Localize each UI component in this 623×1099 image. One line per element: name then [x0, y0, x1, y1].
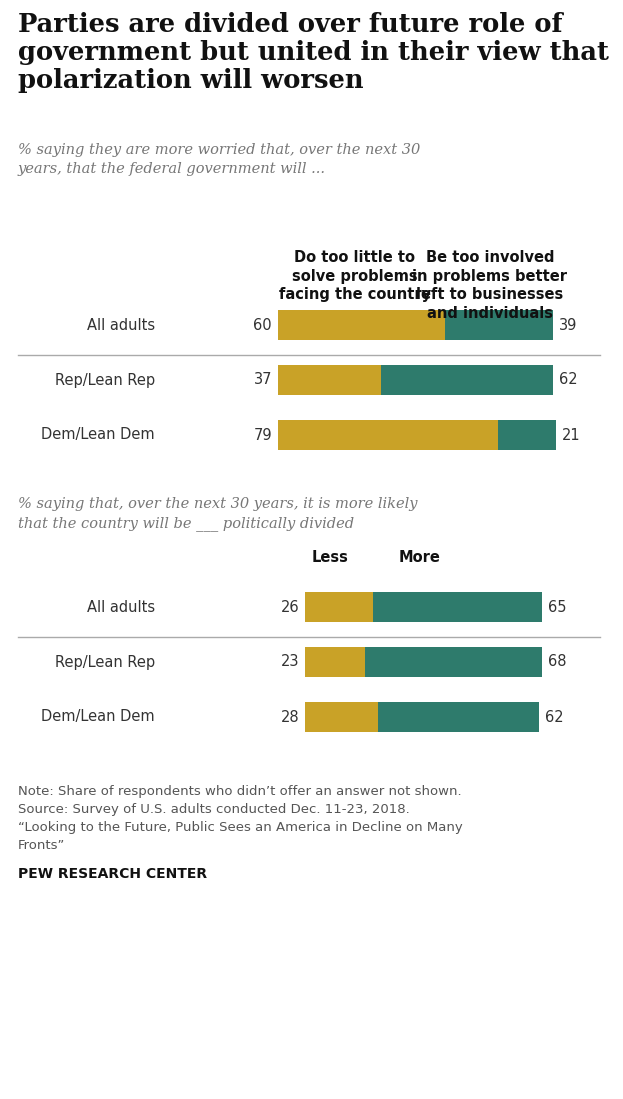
Text: 65: 65: [548, 599, 566, 614]
Bar: [445, 310, 553, 340]
Text: 28: 28: [280, 710, 299, 724]
Text: Parties are divided over future role of
government but united in their view that: Parties are divided over future role of …: [18, 12, 609, 93]
Text: Be too involved
in problems better
left to businesses
and individuals: Be too involved in problems better left …: [412, 249, 568, 321]
Bar: [381, 365, 553, 395]
Text: PEW RESEARCH CENTER: PEW RESEARCH CENTER: [18, 867, 207, 881]
Bar: [373, 592, 541, 622]
Text: 23: 23: [280, 655, 299, 669]
Bar: [378, 702, 539, 732]
Text: % saying that, over the next 30 years, it is more likely
that the country will b: % saying that, over the next 30 years, i…: [18, 497, 417, 531]
Text: 62: 62: [559, 373, 578, 388]
Bar: [278, 420, 498, 449]
Text: 37: 37: [254, 373, 272, 388]
Bar: [305, 702, 378, 732]
Text: 26: 26: [280, 599, 299, 614]
Bar: [305, 592, 373, 622]
Text: % saying they are more worried that, over the next 30
years, that the federal go: % saying they are more worried that, ove…: [18, 143, 421, 176]
Text: Dem/Lean Dem: Dem/Lean Dem: [41, 428, 155, 443]
Text: 21: 21: [562, 428, 581, 443]
Text: More: More: [399, 550, 441, 565]
Text: 68: 68: [548, 655, 566, 669]
Bar: [278, 310, 445, 340]
Bar: [305, 647, 365, 677]
Text: Rep/Lean Rep: Rep/Lean Rep: [55, 373, 155, 388]
Text: Dem/Lean Dem: Dem/Lean Dem: [41, 710, 155, 724]
Text: 79: 79: [254, 428, 272, 443]
Text: All adults: All adults: [87, 599, 155, 614]
Text: Rep/Lean Rep: Rep/Lean Rep: [55, 655, 155, 669]
Text: 39: 39: [559, 318, 578, 333]
Text: Do too little to
solve problems
facing the country: Do too little to solve problems facing t…: [279, 249, 431, 302]
Text: 60: 60: [254, 318, 272, 333]
Text: Note: Share of respondents who didn’t offer an answer not shown.
Source: Survey : Note: Share of respondents who didn’t of…: [18, 785, 463, 852]
Text: Less: Less: [312, 550, 348, 565]
Text: 62: 62: [545, 710, 564, 724]
Text: All adults: All adults: [87, 318, 155, 333]
Bar: [498, 420, 556, 449]
Bar: [365, 647, 541, 677]
Bar: [278, 365, 381, 395]
